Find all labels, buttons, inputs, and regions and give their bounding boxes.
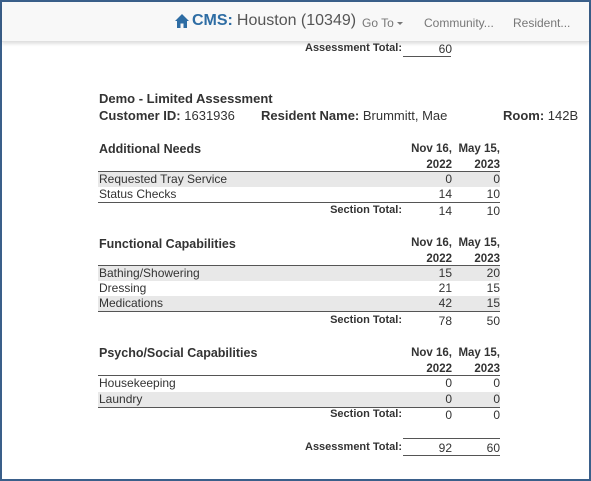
home-icon <box>175 14 189 28</box>
room-value: 142B <box>547 108 579 123</box>
table-row: Dressing 21 15 <box>98 281 500 296</box>
customer-id-label: Customer ID: <box>99 108 181 123</box>
section-total-value: 14 <box>438 204 452 218</box>
section-total-value: 0 <box>445 408 452 422</box>
customer-id: Customer ID: 1631936 <box>99 108 235 123</box>
nav-community[interactable]: Community... <box>424 16 494 30</box>
column-header-line: 2023 <box>474 159 500 171</box>
assessment-total-value: 60 <box>486 441 500 455</box>
brand-link[interactable]: CMS: Houston (10349) <box>174 12 356 30</box>
column-header-line: Nov 16, <box>411 143 452 155</box>
column-header-date: Nov 16, 2022 <box>402 235 452 267</box>
divider <box>403 56 451 57</box>
row-value: 0 <box>445 376 452 390</box>
column-header-line: Nov 16, <box>411 237 452 249</box>
row-value: 0 <box>493 172 500 186</box>
table-row: Status Checks 14 10 <box>98 187 500 202</box>
section-total-label: Section Total: <box>330 314 402 326</box>
divider <box>98 311 500 312</box>
table-row: Housekeeping 0 0 <box>98 376 500 391</box>
row-value: 15 <box>486 296 500 310</box>
divider <box>98 202 500 203</box>
divider <box>98 171 500 172</box>
column-header-date: Nov 16, 2022 <box>402 345 452 377</box>
column-header-date: May 15, 2023 <box>450 235 500 267</box>
column-header-line: May 15, <box>458 143 500 155</box>
row-value: 14 <box>438 187 452 201</box>
caret-down-icon <box>396 22 403 26</box>
column-header-line: 2022 <box>426 253 452 265</box>
section-total-label: Section Total: <box>330 204 402 216</box>
divider <box>403 455 500 456</box>
resident-name-value: Brummitt, Mae <box>362 108 448 123</box>
nav-community-label: Community... <box>424 16 494 30</box>
section-total-label: Section Total: <box>330 408 402 420</box>
customer-id-value: 1631936 <box>184 108 235 123</box>
divider <box>98 265 500 266</box>
row-value: 15 <box>438 266 452 280</box>
assessment-title: Demo - Limited Assessment <box>99 91 273 106</box>
column-header-line: Nov 16, <box>411 347 452 359</box>
section-title: Psycho/Social Capabilities <box>99 346 258 360</box>
row-value: 20 <box>486 266 500 280</box>
row-label: Bathing/Showering <box>99 266 200 280</box>
room: Room: 142B <box>503 108 578 123</box>
row-value: 21 <box>438 281 452 295</box>
divider <box>403 438 500 439</box>
divider <box>98 375 500 376</box>
row-label: Laundry <box>99 392 143 406</box>
row-value: 10 <box>486 187 500 201</box>
row-value: 0 <box>493 392 500 406</box>
table-row: Requested Tray Service 0 0 <box>98 172 500 187</box>
column-header-line: May 15, <box>458 237 500 249</box>
section-total-value: 0 <box>493 408 500 422</box>
column-header-line: May 15, <box>458 347 500 359</box>
top-assessment-total-value: 60 <box>438 42 452 56</box>
row-label: Requested Tray Service <box>99 172 228 186</box>
section-total-value: 10 <box>486 204 500 218</box>
brand-location: Houston (10349) <box>236 12 357 29</box>
top-assessment-total-label: Assessment Total: <box>305 42 402 54</box>
section-total-value: 78 <box>438 314 452 328</box>
section-total-value: 50 <box>486 314 500 328</box>
nav-goto-label: Go To <box>362 16 394 30</box>
brand-cms: CMS: <box>192 12 233 29</box>
resident-name: Resident Name: Brummitt, Mae <box>261 108 447 123</box>
table-row: Bathing/Showering 15 20 <box>98 266 500 281</box>
row-value: 42 <box>438 296 452 310</box>
column-header-date: Nov 16, 2022 <box>402 141 452 173</box>
row-value: 0 <box>445 392 452 406</box>
resident-name-label: Resident Name: <box>261 108 360 123</box>
assessment-total-label: Assessment Total: <box>305 441 402 453</box>
row-value: 15 <box>486 281 500 295</box>
nav-resident[interactable]: Resident... <box>513 16 570 30</box>
navbar: CMS: Houston (10349) Go To Community... … <box>2 2 589 42</box>
column-header-date: May 15, 2023 <box>450 345 500 377</box>
row-label: Dressing <box>99 281 147 295</box>
room-label: Room: <box>503 108 545 123</box>
table-row: Laundry 0 0 <box>98 392 500 407</box>
assessment-total-value: 92 <box>438 441 452 455</box>
row-value: 0 <box>493 376 500 390</box>
section-title: Additional Needs <box>99 142 202 156</box>
column-header-line: 2022 <box>426 363 452 375</box>
row-value: 0 <box>445 172 452 186</box>
row-label: Housekeeping <box>99 376 176 390</box>
column-header-line: 2022 <box>426 159 452 171</box>
nav-goto-dropdown[interactable]: Go To <box>362 16 403 30</box>
column-header-line: 2023 <box>474 253 500 265</box>
divider <box>98 407 500 408</box>
row-label: Medications <box>99 296 164 310</box>
section-title: Functional Capabilities <box>99 237 236 251</box>
column-header-date: May 15, 2023 <box>450 141 500 173</box>
table-row: Medications 42 15 <box>98 296 500 311</box>
row-label: Status Checks <box>99 187 177 201</box>
column-header-line: 2023 <box>474 363 500 375</box>
nav-resident-label: Resident... <box>513 16 571 30</box>
